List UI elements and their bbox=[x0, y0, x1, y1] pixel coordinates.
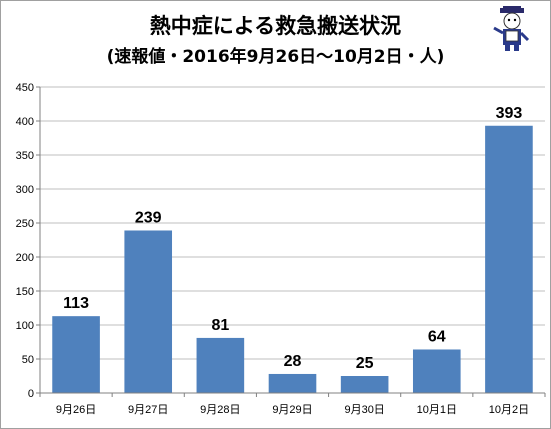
bar bbox=[52, 316, 100, 393]
data-label: 239 bbox=[135, 209, 162, 226]
data-label: 81 bbox=[211, 317, 229, 334]
chart-subtitle: (速報値・2016年9月26日～10月2日・人) bbox=[106, 47, 445, 67]
chart-title: 熱中症による救急搬送状況 bbox=[149, 14, 402, 38]
bar bbox=[340, 376, 389, 393]
x-tick-label: 9月27日 bbox=[128, 404, 168, 416]
bar bbox=[485, 125, 533, 393]
data-label: 28 bbox=[284, 353, 302, 370]
mascot-icon bbox=[493, 6, 530, 51]
y-tick-label: 100 bbox=[16, 320, 34, 332]
bars bbox=[52, 125, 533, 393]
y-tick-label: 450 bbox=[16, 82, 34, 94]
y-tick-label: 200 bbox=[16, 252, 34, 264]
x-tick-label: 9月29日 bbox=[272, 404, 312, 416]
y-tick-label: 150 bbox=[16, 286, 34, 298]
data-labels: 113 239 81 28 25 64 393 bbox=[63, 105, 522, 372]
bar bbox=[412, 349, 461, 393]
y-tick-label: 50 bbox=[22, 354, 34, 366]
data-label: 393 bbox=[496, 105, 523, 122]
y-tick-label: 400 bbox=[16, 116, 34, 128]
x-tick-label: 9月26日 bbox=[56, 404, 96, 416]
x-tick-label: 9月28日 bbox=[200, 404, 240, 416]
y-axis-ticks: 0 50 100 150 200 250 300 350 400 450 bbox=[16, 82, 40, 400]
bar bbox=[196, 337, 245, 393]
y-tick-label: 250 bbox=[16, 218, 34, 230]
x-axis-ticks: 9月26日 9月27日 9月28日 9月29日 9月30日 10月1日 10月2日 bbox=[39, 393, 546, 416]
x-tick-label: 10月2日 bbox=[489, 404, 529, 416]
x-tick-label: 9月30日 bbox=[344, 404, 384, 416]
bar bbox=[124, 230, 173, 393]
x-tick-label: 10月1日 bbox=[417, 404, 457, 416]
y-tick-label: 300 bbox=[16, 184, 34, 196]
y-tick-label: 350 bbox=[16, 150, 34, 162]
data-label: 113 bbox=[63, 295, 89, 312]
y-tick-label: 0 bbox=[28, 388, 34, 400]
gridlines bbox=[40, 86, 545, 360]
data-label: 64 bbox=[428, 328, 446, 345]
data-label: 25 bbox=[356, 355, 374, 372]
bar bbox=[268, 373, 317, 393]
